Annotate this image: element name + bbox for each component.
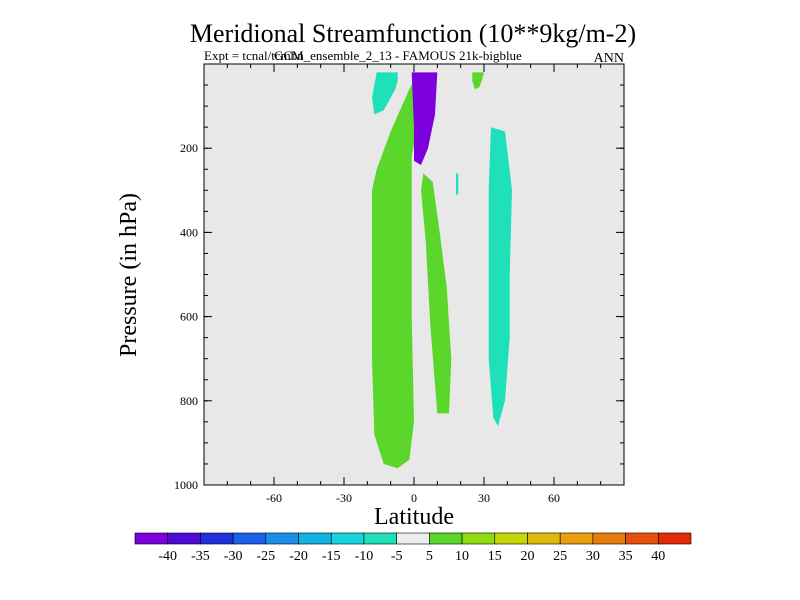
colorbar-level-label: -20 xyxy=(289,549,308,564)
contour-upper-negative-cell xyxy=(411,72,438,165)
colorbar-swatch xyxy=(265,532,299,545)
y-tick-label: 400 xyxy=(180,225,198,239)
axis-ticks: -60 -30 0 30 60 200 400 600 800 1000 xyxy=(174,64,624,505)
colorbar-level-label: 20 xyxy=(520,549,534,564)
x-tick-label: 60 xyxy=(548,491,560,505)
contour-cells xyxy=(372,72,512,469)
colorbar-level-label: 15 xyxy=(488,549,502,564)
colorbar-swatch xyxy=(494,532,528,545)
x-tick-label: 30 xyxy=(478,491,490,505)
colorbar-level-label: 35 xyxy=(619,549,633,564)
colorbar-level-label: 40 xyxy=(651,549,665,564)
colorbar-level-label: 10 xyxy=(455,549,469,564)
colorbar-swatch xyxy=(396,532,430,545)
colorbar-swatch xyxy=(429,532,463,545)
colorbar-swatch xyxy=(200,532,234,545)
y-tick-label: 200 xyxy=(180,141,198,155)
colorbar-level-label: -30 xyxy=(224,549,243,564)
colorbar-level-label: -40 xyxy=(158,549,177,564)
x-tick-label: -30 xyxy=(336,491,352,505)
ensemble-label: GCM_ensemble_2_13 - FAMOUS 21k-bigblue xyxy=(274,48,522,63)
colorbar-level-label: -5 xyxy=(391,549,403,564)
colorbar-level-label: -15 xyxy=(322,549,341,564)
colorbar-swatch xyxy=(527,532,561,545)
colorbar-swatch xyxy=(461,532,496,545)
colorbar-swatch xyxy=(167,532,201,545)
plot-area: -60 -30 0 30 60 200 400 600 800 1000 xyxy=(174,63,625,505)
colorbar-swatch xyxy=(298,532,332,545)
y-axis-label: Pressure (in hPa) xyxy=(116,193,142,357)
contour-upper-positive-blob xyxy=(472,72,484,90)
y-tick-label: 1000 xyxy=(174,478,198,492)
contour-ferrel-like-cell xyxy=(488,127,512,427)
colorbar-level-label: -35 xyxy=(191,549,210,564)
colorbar-level-label: -10 xyxy=(355,549,374,564)
colorbar-level-label: 5 xyxy=(426,549,433,564)
contour-small-patch xyxy=(456,173,459,195)
colorbar-swatch xyxy=(657,532,692,545)
contour-tropical-cell-fringe xyxy=(372,80,419,469)
chart-title: Meridional Streamfunction (10**9kg/m-2) xyxy=(190,19,636,48)
contour-upper-negative-fringe xyxy=(372,72,398,115)
x-tick-label: -60 xyxy=(266,491,282,505)
x-axis-label: Latitude xyxy=(374,504,454,530)
season-label: ANN xyxy=(594,51,624,66)
y-tick-label: 600 xyxy=(180,310,198,324)
colorbar-swatch xyxy=(559,532,594,545)
y-tick-label: 800 xyxy=(180,394,198,408)
colorbar-level-label: -25 xyxy=(256,549,275,564)
colorbar-swatch xyxy=(592,532,626,545)
colorbar-level-label: 30 xyxy=(586,549,600,564)
colorbar-swatch xyxy=(625,532,659,545)
colorbar-swatch xyxy=(363,532,397,545)
colorbar-swatch xyxy=(232,532,267,545)
x-tick-label: 0 xyxy=(411,491,417,505)
colorbar-swatch xyxy=(330,532,365,545)
experiment-label: Expt = tcnal/tcmbn xyxy=(204,48,304,63)
colorbar-level-label: 25 xyxy=(553,549,567,564)
colorbar: -40 -35 -30 -25 -20 -15 -10 -5 5 10 15 20 25 30 35 40 xyxy=(134,532,692,564)
colorbar-swatch xyxy=(134,532,169,545)
contour-southern-hem-secondary xyxy=(421,173,452,414)
